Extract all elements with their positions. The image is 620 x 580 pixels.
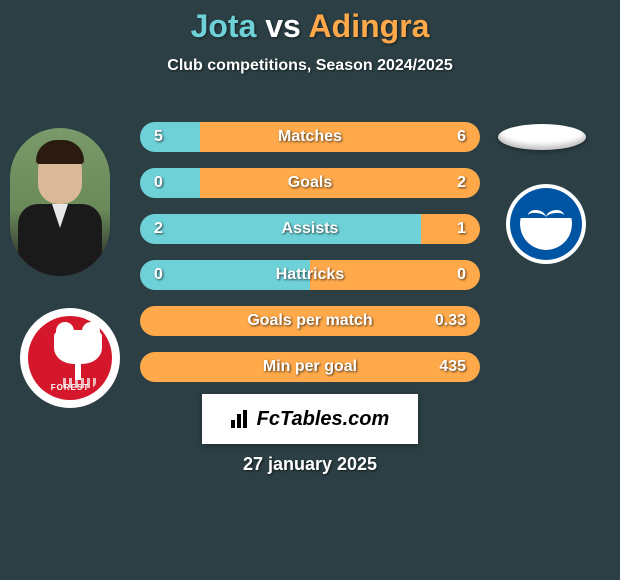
player1-club-badge: FOREST <box>20 308 120 408</box>
fctables-logo-icon <box>231 410 251 428</box>
stat-row: 00Hattricks <box>140 260 480 290</box>
player1-avatar <box>10 128 110 276</box>
stat-label: Assists <box>140 214 480 244</box>
watermark: FcTables.com <box>202 394 418 444</box>
player2-club-badge <box>498 176 594 272</box>
stat-label: Min per goal <box>140 352 480 382</box>
stat-row: 56Matches <box>140 122 480 152</box>
comparison-title: Jota vs Adingra <box>0 0 620 45</box>
player1-name: Jota <box>191 8 257 44</box>
title-vs: vs <box>256 8 308 44</box>
stat-row: 02Goals <box>140 168 480 198</box>
stat-bars: 56Matches 02Goals 21Assists 00Hattricks 0.33… <box>140 122 480 398</box>
stat-label: Hattricks <box>140 260 480 290</box>
stat-row: 0.33Goals per match <box>140 306 480 336</box>
player2-name: Adingra <box>309 8 430 44</box>
stat-label: Goals <box>140 168 480 198</box>
watermark-text: FcTables.com <box>257 408 390 431</box>
stat-row: 435Min per goal <box>140 352 480 382</box>
player2-avatar <box>498 124 586 150</box>
forest-badge-text: FOREST <box>20 383 120 392</box>
stat-label: Matches <box>140 122 480 152</box>
stat-label: Goals per match <box>140 306 480 336</box>
stat-row: 21Assists <box>140 214 480 244</box>
date-text: 27 january 2025 <box>0 454 620 475</box>
subtitle: Club competitions, Season 2024/2025 <box>0 57 620 75</box>
